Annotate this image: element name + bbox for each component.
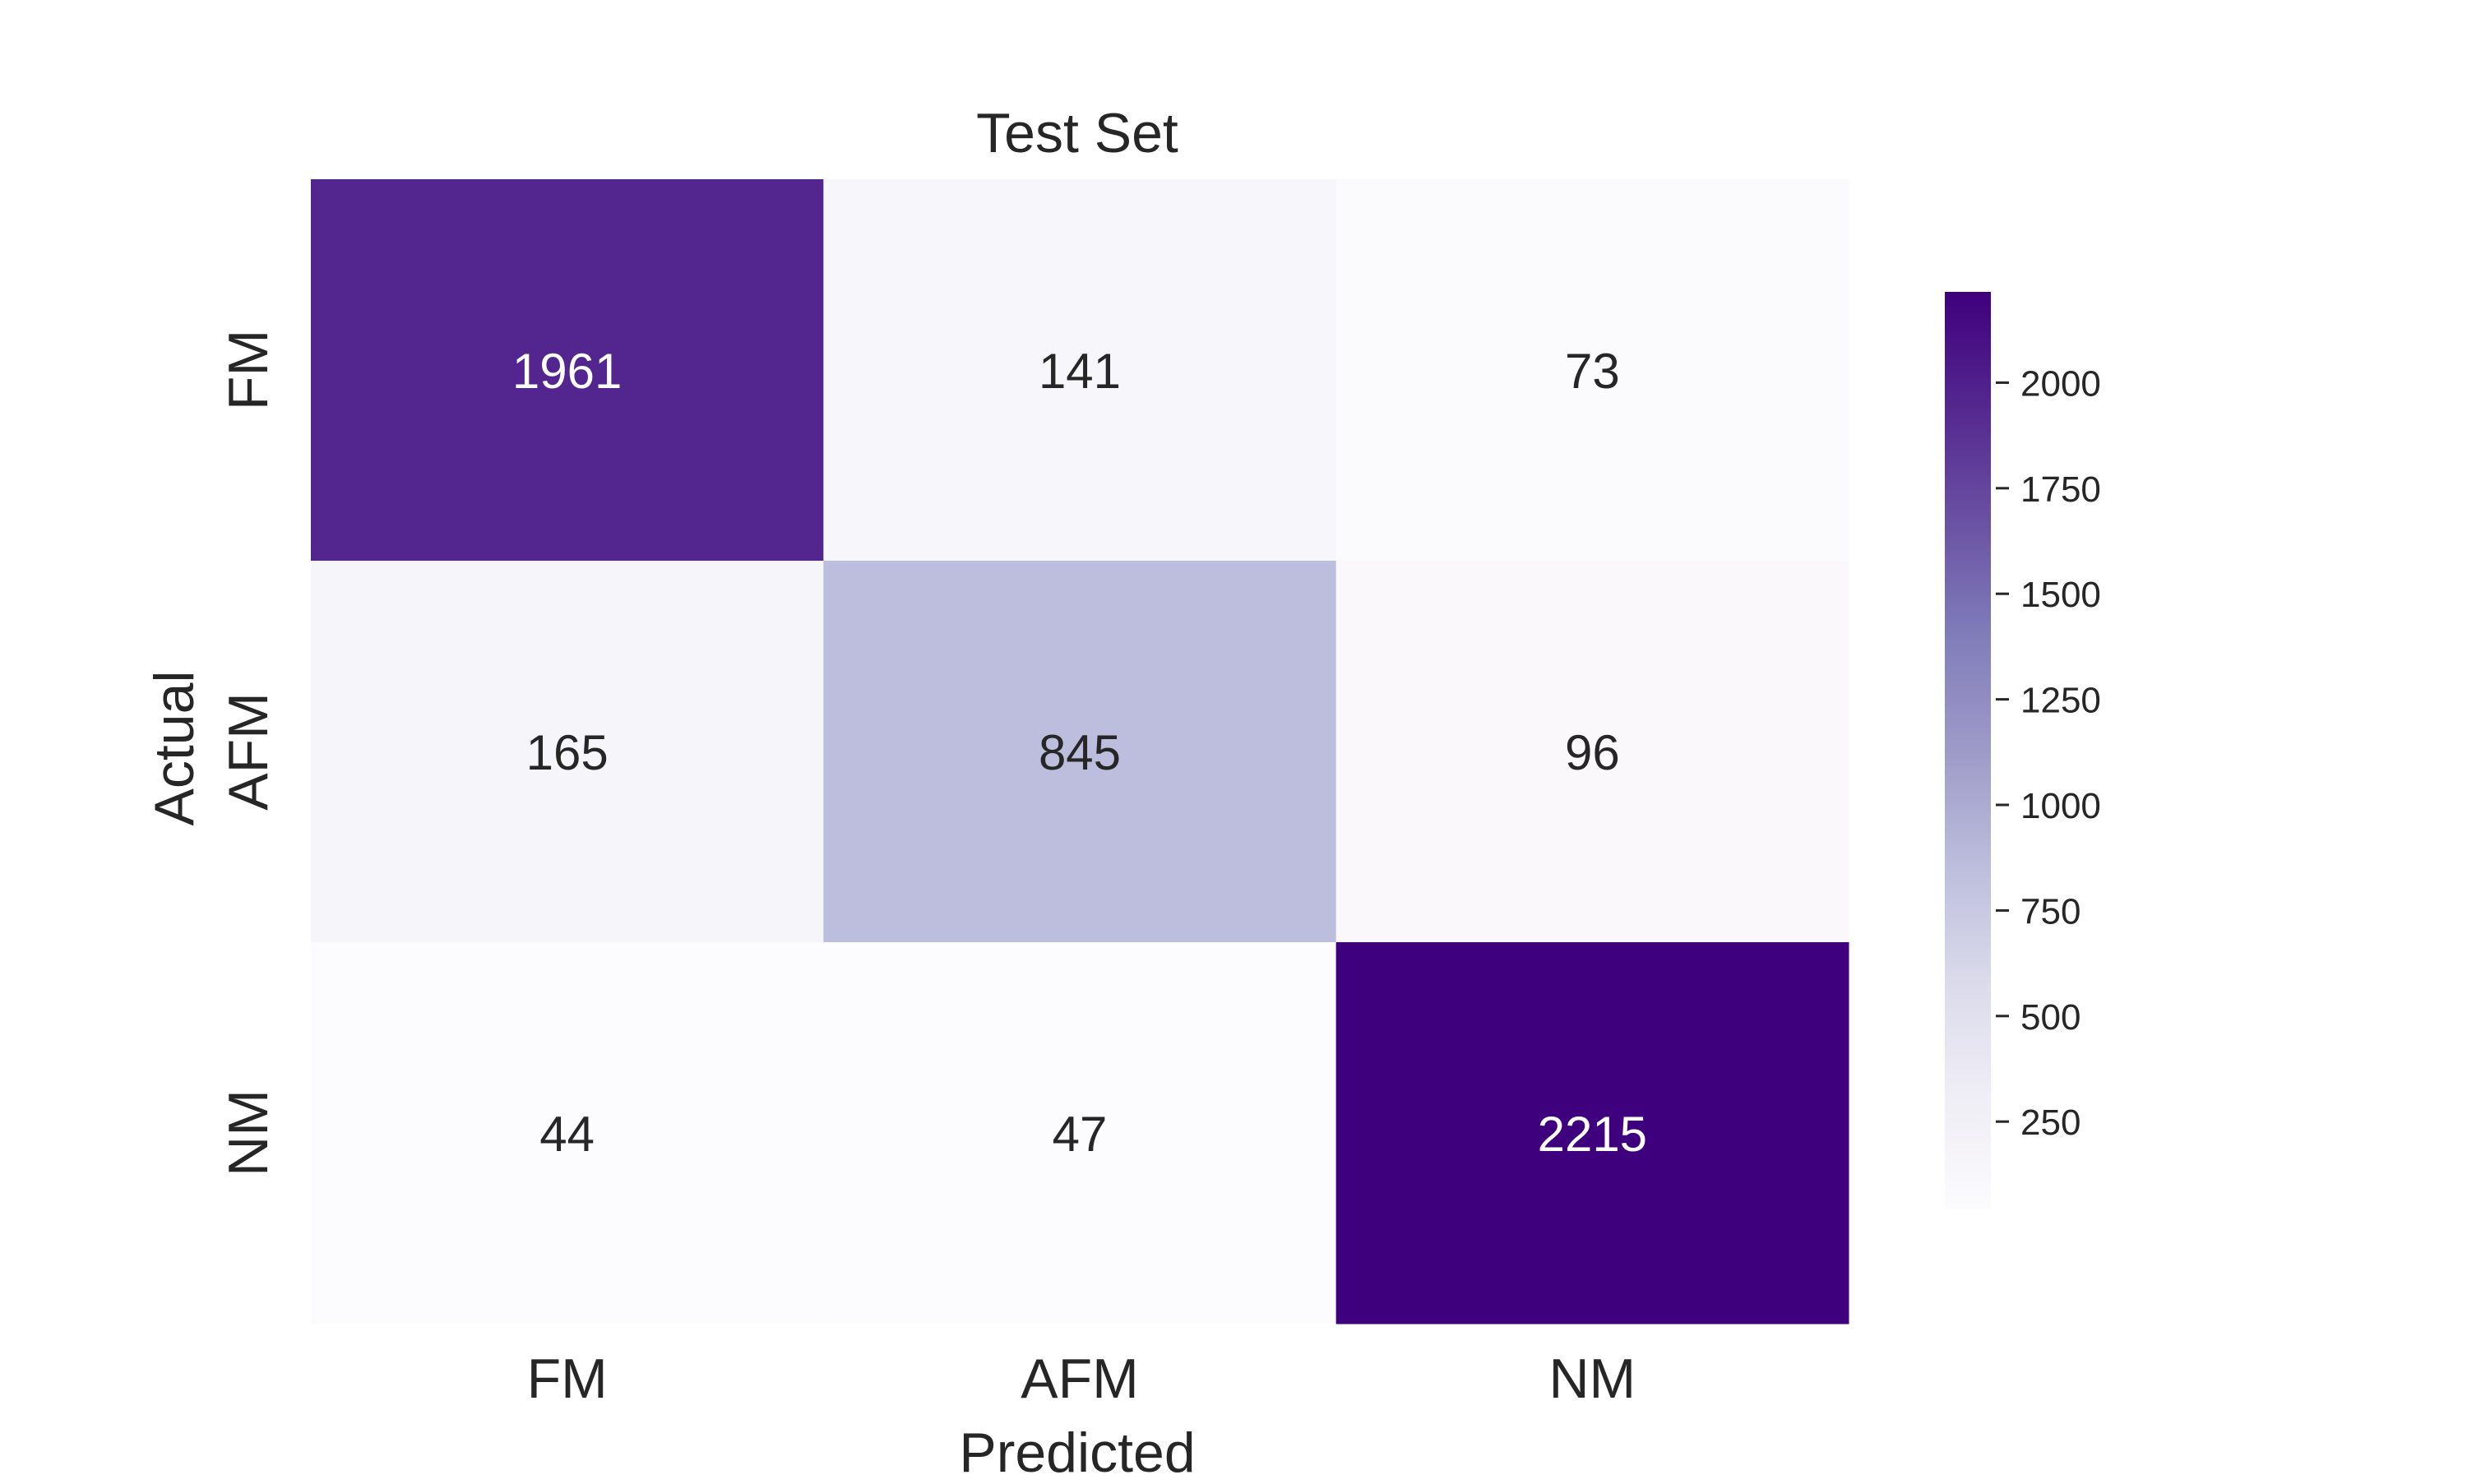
cell-value-r1-c2: 96 [1565,725,1620,780]
cell-value-r1-c1: 845 [1039,725,1121,780]
heatmap-cell-r1-c2 [1335,561,1849,943]
heatmap-cells [311,179,1849,1325]
heatmap-cell-r2-c0 [311,942,824,1325]
y-tick-label-afm: AFM [217,692,280,811]
colorbar-tick-label-500: 500 [2020,997,2081,1038]
heatmap-cell-r0-c1 [823,179,1337,562]
chart-title: Test Set [976,102,1178,164]
heatmap-cell-r1-c1 [823,561,1337,943]
colorbar-ticks: 250 500 750 1000 1250 1500 1750 2000 [1996,363,2101,1143]
heatmap-cell-r1-c0 [311,561,824,943]
cell-value-r0-c2: 73 [1565,344,1620,399]
heatmap-cell-r2-c1 [823,942,1337,1325]
x-tick-labels: FM AFM NM [527,1348,1636,1410]
colorbar-tick-label-1250: 1250 [2020,681,2101,721]
heatmap-cell-r2-c2 [1335,942,1849,1325]
colorbar-tick-label-1500: 1500 [2020,575,2101,615]
colorbar-tick-label-750: 750 [2020,891,2081,932]
cell-value-r2-c0: 44 [539,1107,595,1162]
cell-value-r2-c2: 2215 [1538,1107,1647,1162]
colorbar-tick-label-1000: 1000 [2020,786,2101,826]
x-tick-label-fm: FM [527,1348,608,1410]
x-tick-label-afm: AFM [1021,1348,1139,1410]
colorbar-tick-label-1750: 1750 [2020,469,2101,510]
cell-value-r0-c1: 141 [1039,344,1121,399]
y-tick-labels: FM AFM NM [217,330,280,1177]
y-tick-label-nm: NM [217,1089,280,1177]
heatmap-cell-r0-c2 [1335,179,1849,562]
cell-value-r1-c0: 165 [526,725,609,780]
cell-value-r0-c0: 1961 [512,344,622,399]
colorbar-tick-label-250: 250 [2020,1103,2081,1143]
heatmap-cell-r0-c0 [311,179,824,562]
colorbar-tick-label-2000: 2000 [2020,363,2101,404]
y-tick-label-fm: FM [217,330,280,410]
cell-annotations: 1961 141 73 165 845 96 44 47 2215 [512,344,1647,1162]
x-tick-label-nm: NM [1548,1348,1636,1410]
y-axis-label: Actual [143,671,206,826]
x-axis-label: Predicted [959,1422,1195,1480]
colorbar [1945,292,1991,1209]
cell-value-r2-c1: 47 [1053,1107,1108,1162]
